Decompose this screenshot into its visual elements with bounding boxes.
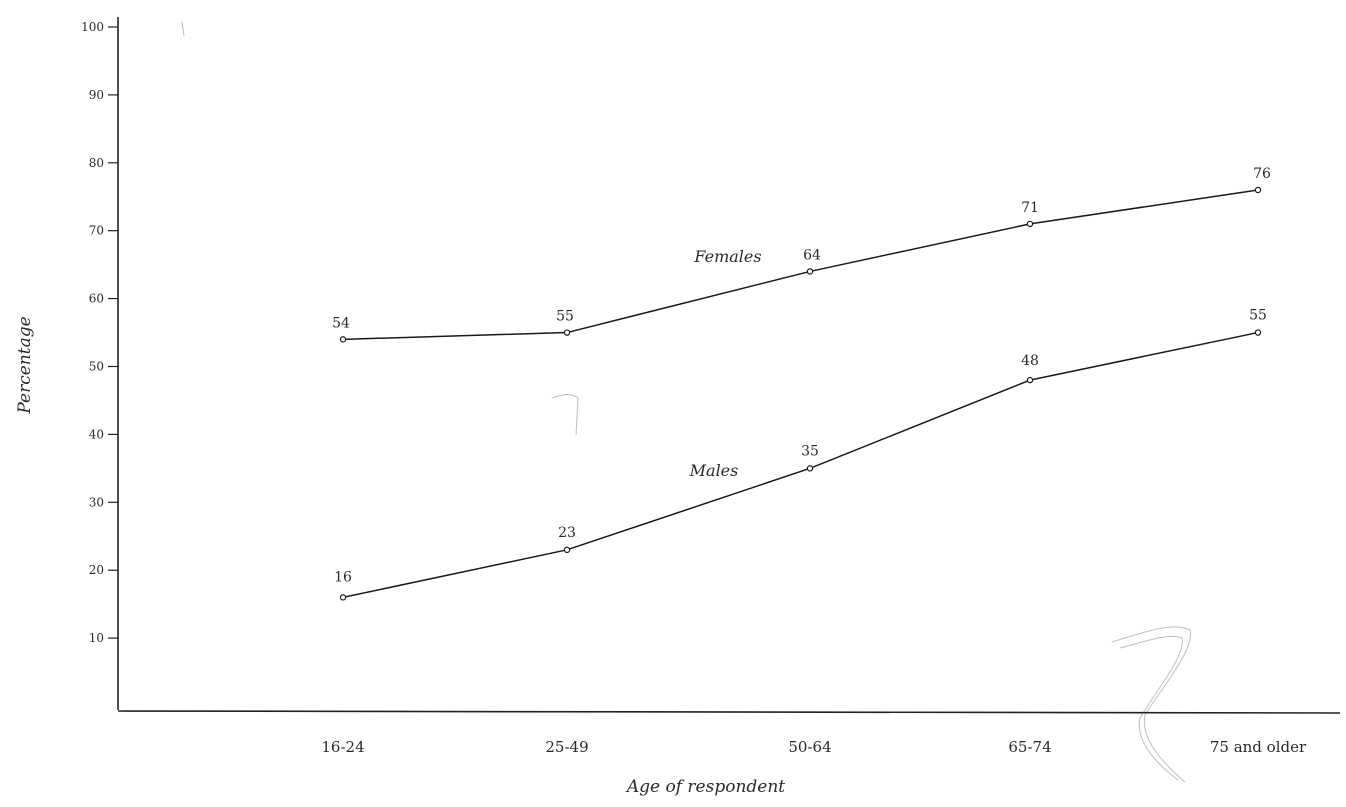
series-line [342, 331, 1259, 599]
pencil-mark [551, 394, 579, 436]
y-axis-ticks: 10 20 30 40 50 60 70 80 90 100 [81, 20, 118, 645]
y-tick-label: 60 [89, 292, 104, 306]
data-point [1254, 186, 1262, 194]
series-males: 16 23 35 48 55 Males [334, 308, 1267, 601]
y-tick-label: 20 [89, 563, 104, 577]
y-axis-title: Percentage [15, 316, 35, 414]
pencil-tick [181, 21, 185, 37]
y-tick-label: 30 [89, 495, 104, 509]
y-tick-label: 80 [89, 156, 104, 170]
x-tick-label: 50-64 [788, 738, 831, 756]
data-point [339, 336, 347, 343]
data-label: 16 [334, 569, 352, 585]
series-females: 54 55 64 71 76 Females [332, 166, 1271, 343]
series-line [342, 189, 1259, 341]
series-label: Males [689, 461, 739, 480]
data-label: 54 [332, 315, 350, 331]
y-tick-label: 10 [89, 631, 104, 645]
y-tick-label: 100 [81, 20, 104, 34]
series-label: Females [693, 247, 761, 266]
axes: 10 20 30 40 50 60 70 80 90 100 16-24 25-49 50-64 65-… [81, 17, 1341, 756]
series-group: 54 55 64 71 76 Females 16 23 35 48 55 Males [332, 166, 1271, 601]
x-tick-label: 75 and older [1210, 738, 1307, 756]
data-point [1026, 376, 1034, 384]
data-label: 35 [801, 443, 819, 459]
data-label: 48 [1021, 353, 1039, 369]
x-tick-label: 65-74 [1008, 738, 1051, 756]
x-tick-label: 16-24 [321, 738, 364, 756]
data-point [1026, 220, 1034, 228]
x-tick-label: 25-49 [545, 738, 588, 756]
data-point [563, 546, 571, 554]
x-axis-ticks: 16-24 25-49 50-64 65-74 75 and older [321, 738, 1307, 756]
x-axis-title: Age of respondent [625, 777, 785, 797]
data-point [1254, 329, 1262, 336]
y-tick-label: 70 [89, 224, 104, 238]
pencil-marks [181, 21, 1191, 783]
data-label: 71 [1021, 200, 1039, 216]
data-label: 23 [558, 525, 576, 541]
y-tick-label: 40 [89, 427, 104, 441]
pencil-scribble [1111, 626, 1191, 783]
data-label: 55 [1249, 308, 1267, 324]
pencil-scribble-2 [1119, 635, 1183, 781]
x-axis-line [117, 710, 1341, 714]
data-label: 64 [803, 247, 821, 263]
y-tick-label: 90 [89, 88, 104, 102]
data-label: 55 [556, 309, 574, 325]
data-point [339, 594, 347, 601]
data-point [806, 465, 814, 472]
data-point [563, 329, 571, 336]
data-label: 76 [1253, 166, 1271, 182]
data-point [806, 268, 814, 275]
y-tick-label: 50 [89, 360, 104, 374]
